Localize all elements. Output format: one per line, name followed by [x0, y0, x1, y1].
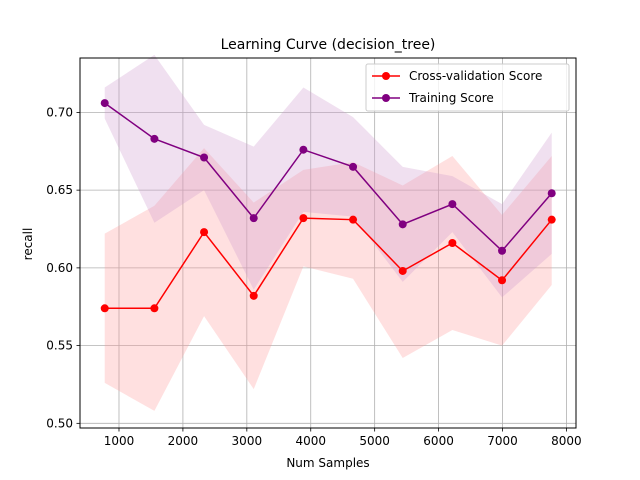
cross-validation-score-point: [398, 266, 407, 275]
cross-validation-score-point: [547, 215, 556, 224]
y-tick-label: 0.50: [46, 416, 73, 430]
cross-validation-score-point: [498, 276, 507, 285]
cross-validation-score-point: [448, 239, 457, 247]
cross-validation-score-point: [249, 291, 258, 300]
x-tick-label: 7000: [487, 434, 518, 448]
legend-marker-training-score: [382, 94, 390, 102]
cross-validation-score-point: [349, 215, 358, 224]
x-tick-label: 6000: [423, 434, 454, 448]
series-lines: [104, 102, 553, 310]
training-score-point: [448, 200, 457, 209]
training-score-point: [547, 189, 556, 198]
training-score-point: [150, 134, 159, 143]
x-axis-label: Num Samples: [286, 456, 369, 470]
plot-frame: [79, 57, 577, 429]
y-tick-label: 0.70: [46, 105, 73, 119]
x-tick-label: 5000: [359, 434, 390, 448]
confidence-bands: [104, 54, 552, 411]
training-score-point: [498, 246, 507, 255]
training-score-point: [200, 153, 209, 162]
y-tick-label: 0.55: [46, 339, 73, 353]
grid: [80, 58, 576, 428]
cross-validation-score-point: [200, 228, 209, 237]
cross-validation-score-point: [150, 304, 159, 313]
x-tick-label: 1000: [104, 434, 135, 448]
y-tick-label: 0.65: [46, 183, 73, 197]
x-tick-label: 4000: [295, 434, 326, 448]
training-score-point: [398, 220, 407, 229]
y-tick-label: 0.60: [46, 261, 73, 275]
cross-validation-score-point: [100, 304, 109, 313]
x-tick-label: 3000: [232, 434, 263, 448]
x-tick-label: 8000: [551, 434, 582, 448]
training-score-point: [299, 145, 308, 154]
training-score-point: [249, 214, 258, 223]
axis-ticks: 1000 2000 3000 4000 5000 6000 7000 8000 0.50 0.55…: [46, 105, 581, 448]
series-points: [100, 99, 556, 313]
y-axis-label: recall: [21, 228, 35, 261]
legend-marker-cross-validation-score: [382, 72, 390, 80]
legend-label-cross-validation-score: Cross-validation Score: [409, 69, 542, 83]
legend-label-training-score: Training Score: [408, 91, 494, 105]
cross-validation-score-line: [104, 217, 553, 310]
x-tick-label: 2000: [168, 434, 199, 448]
cross-validation-score-band: [104, 148, 552, 411]
training-score-point: [349, 162, 358, 171]
cross-validation-score-point: [299, 214, 308, 223]
legend: Cross-validation Score Training Score: [365, 63, 570, 112]
training-score-point: [100, 99, 109, 108]
chart-title: Learning Curve (decision_tree): [221, 37, 436, 53]
legend-box: [365, 63, 570, 112]
training-score-band: [104, 54, 552, 298]
training-score-line: [104, 102, 553, 252]
